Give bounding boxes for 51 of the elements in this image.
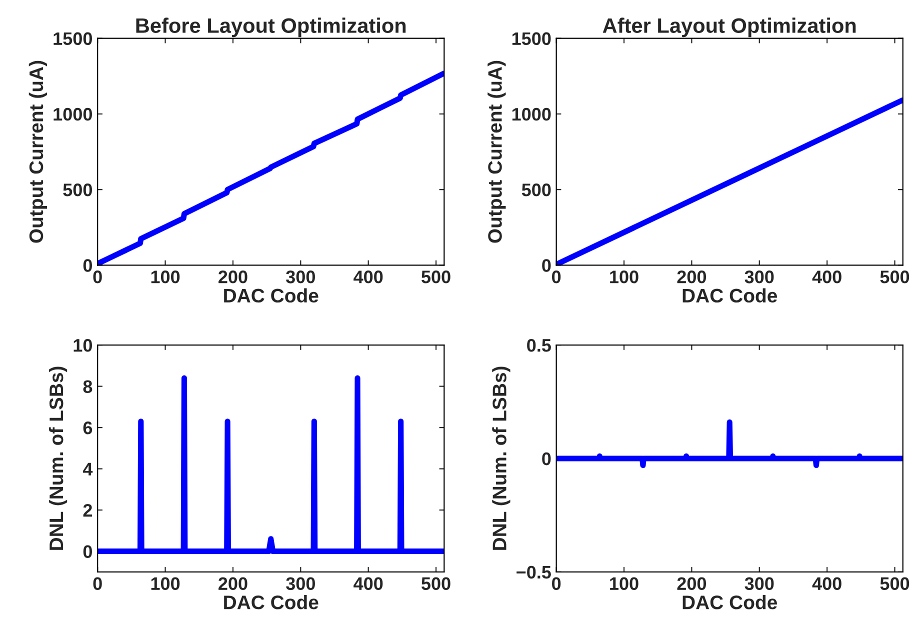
y-tick-label: 1500 (512, 32, 551, 46)
y-tick-label: 10 (74, 338, 92, 352)
x-tick-label: 400 (812, 270, 842, 284)
y-tick-label: 0 (83, 545, 92, 558)
x-tick-label: 200 (218, 270, 248, 284)
x-tick-label: 100 (610, 577, 638, 590)
x-tick-label: 500 (422, 577, 450, 590)
x-tick-label: 300 (744, 270, 774, 284)
x-tick-label: 300 (744, 577, 774, 590)
y-tick-label: 0 (83, 259, 92, 272)
x-tick-label: 100 (610, 270, 638, 284)
x-tick-label: 500 (880, 270, 910, 284)
y-tick-label: 0 (542, 259, 551, 272)
y-axis-title: DNL (Num. of LSBs) (492, 366, 510, 550)
x-tick-label: 300 (286, 270, 315, 284)
y-tick-label: 8 (83, 380, 92, 394)
x-axis-title: DAC Code (682, 594, 778, 610)
y-tick-label: 2 (83, 504, 92, 517)
x-axis-title: DAC Code (224, 594, 318, 610)
y-axis-title: Output Current (uA) (488, 60, 506, 243)
y-tick-label: 1000 (512, 108, 551, 121)
y-tick-label: 4 (82, 462, 93, 476)
x-tick-label: 300 (286, 577, 315, 590)
y-tick-label: −0.5 (516, 566, 551, 579)
x-tick-label: 0 (93, 270, 102, 284)
x-tick-label: 100 (151, 577, 180, 590)
x-tick-label: 400 (812, 577, 842, 590)
y-tick-label: 0 (542, 452, 551, 466)
chart-title: Before Layout Optimization (136, 18, 406, 38)
y-tick-label: 1000 (54, 108, 92, 121)
chart-title: After Layout Optimization (602, 18, 856, 38)
x-tick-label: 200 (677, 270, 706, 284)
x-tick-label: 500 (880, 577, 910, 590)
x-axis-title: DAC Code (224, 288, 318, 303)
x-tick-label: 200 (677, 577, 706, 590)
x-tick-label: 200 (218, 577, 248, 590)
x-tick-label: 0 (552, 577, 561, 590)
x-tick-label: 0 (93, 577, 102, 590)
x-tick-label: 400 (354, 270, 383, 284)
x-tick-label: 0 (552, 270, 561, 284)
y-tick-label: 1500 (54, 32, 92, 46)
y-axis-title: DNL (Num. of LSBs) (48, 366, 68, 550)
x-axis-title: DAC Code (682, 288, 778, 303)
x-tick-label: 500 (422, 270, 450, 284)
y-tick-label: 0.5 (527, 338, 551, 352)
y-tick-label: 500 (63, 184, 92, 196)
y-tick-label: 500 (522, 184, 551, 196)
y-axis-title: Output Current (uA) (28, 60, 48, 243)
x-tick-label: 400 (354, 577, 383, 590)
y-tick-label: 6 (83, 421, 92, 434)
x-tick-label: 100 (151, 270, 180, 284)
